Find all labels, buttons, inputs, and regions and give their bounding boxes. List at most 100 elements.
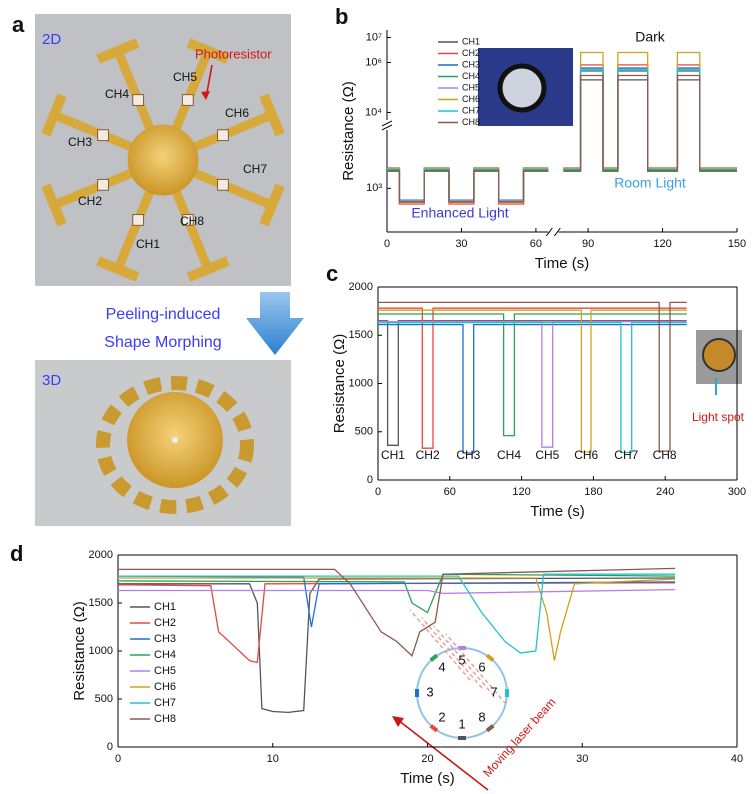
series-label: CH8 xyxy=(653,448,677,462)
x-tick-label: 0 xyxy=(115,753,121,765)
legend-label: CH2 xyxy=(154,617,176,629)
photoresistor xyxy=(133,215,144,226)
photoresistor xyxy=(98,130,109,141)
x-axis-label: Time (s) xyxy=(400,770,454,787)
y-tick-label: 0 xyxy=(107,741,113,753)
x-tick-label: 150 xyxy=(728,238,746,250)
x-tick-label: 60 xyxy=(444,486,456,498)
y-tick-label: 500 xyxy=(95,693,113,705)
ring-label: 8 xyxy=(478,709,485,724)
annotation: Light spot xyxy=(692,410,745,424)
x-tick-label: 10 xyxy=(267,753,279,765)
series-label: CH6 xyxy=(574,448,598,462)
channel-label: CH6 xyxy=(225,106,249,120)
series-line xyxy=(378,321,687,446)
tag-3d: 3D xyxy=(42,372,61,389)
series-line xyxy=(378,323,687,453)
x-tick-label: 40 xyxy=(731,753,743,765)
legend-label: CH3 xyxy=(462,59,480,69)
series-line xyxy=(378,325,687,453)
legend-label: CH8 xyxy=(154,713,176,725)
series-label: CH3 xyxy=(456,448,480,462)
inset-device xyxy=(703,339,735,371)
y-tick-label: 1000 xyxy=(349,377,373,389)
photoresistor xyxy=(218,179,229,190)
x-tick-label: 60 xyxy=(530,238,542,250)
channel-label: CH3 xyxy=(68,135,92,149)
series-label: CH7 xyxy=(614,448,638,462)
series-line xyxy=(118,574,675,612)
hub xyxy=(128,125,199,196)
legend-label: CH7 xyxy=(462,105,480,115)
ring-sensor xyxy=(458,736,466,740)
x-tick-label: 120 xyxy=(653,238,671,250)
pin xyxy=(172,437,178,443)
series-label: CH2 xyxy=(416,448,440,462)
legend-label: CH6 xyxy=(154,681,176,693)
ring-label: 6 xyxy=(478,659,485,674)
channel-label: CH5 xyxy=(173,70,197,84)
annotation: Moving laser beam xyxy=(480,695,558,780)
x-tick-label: 240 xyxy=(656,486,674,498)
ring-label: 1 xyxy=(458,716,465,731)
y-tick-label: 10⁶ xyxy=(365,56,382,68)
y-tick-label: 10⁷ xyxy=(366,31,382,43)
panel-label: c xyxy=(326,261,338,286)
x-tick-label: 30 xyxy=(455,238,467,250)
x-tick-label: 180 xyxy=(584,486,602,498)
x-tick-label: 0 xyxy=(375,486,381,498)
channel-label: CH8 xyxy=(180,214,204,228)
y-axis-label: Resistance (Ω) xyxy=(340,81,357,181)
annotation: Dark xyxy=(635,29,666,45)
legend-label: CH4 xyxy=(154,649,176,661)
morph-text: Shape Morphing xyxy=(104,334,221,351)
beam-trace xyxy=(422,618,482,688)
ring-label: 4 xyxy=(438,659,445,674)
legend-label: CH5 xyxy=(154,665,176,677)
ring-label: 7 xyxy=(490,684,497,699)
x-tick-label: 0 xyxy=(384,238,390,250)
panel-label: a xyxy=(12,12,25,37)
x-tick-label: 300 xyxy=(728,486,746,498)
y-tick-label: 1000 xyxy=(89,645,113,657)
series-label: CH5 xyxy=(535,448,559,462)
y-tick-label: 2000 xyxy=(89,549,113,561)
series-line xyxy=(378,310,687,452)
ring-label: 2 xyxy=(438,709,445,724)
x-axis-label: Time (s) xyxy=(530,503,584,520)
x-tick-label: 30 xyxy=(576,753,588,765)
tag-2d: 2D xyxy=(42,31,61,48)
panel-label: b xyxy=(335,4,348,29)
y-tick-label: 1500 xyxy=(89,597,113,609)
legend-label: CH1 xyxy=(462,36,480,46)
legend-label: CH7 xyxy=(154,697,176,709)
x-tick-label: 120 xyxy=(512,486,530,498)
inset-device xyxy=(500,66,544,110)
y-tick-label: 2000 xyxy=(349,281,373,293)
legend-label: CH4 xyxy=(462,71,480,81)
morph-arrow xyxy=(246,292,304,355)
series-line xyxy=(118,583,675,663)
ring-label: 3 xyxy=(426,684,433,699)
photoresistor xyxy=(98,179,109,190)
channel-label: CH2 xyxy=(78,194,102,208)
series-label: CH4 xyxy=(497,448,521,462)
series-line xyxy=(378,314,687,436)
ring-label: 5 xyxy=(458,652,465,667)
channel-label: CH4 xyxy=(105,87,129,101)
figure: a 2D Photoresistor Peeling-induced Shape… xyxy=(0,0,753,794)
legend-label: CH3 xyxy=(154,633,176,645)
legend-label: CH1 xyxy=(154,601,176,613)
photoresistor xyxy=(218,130,229,141)
laser-arrow-head xyxy=(392,716,404,727)
y-axis-label: Resistance (Ω) xyxy=(331,334,348,434)
panel-label: d xyxy=(10,541,23,566)
morph-text: Peeling-induced xyxy=(106,306,221,323)
legend-label: CH6 xyxy=(462,94,480,104)
x-tick-label: 90 xyxy=(582,238,594,250)
photoresistor xyxy=(133,95,144,106)
legend-label: CH8 xyxy=(462,117,480,127)
x-tick-label: 20 xyxy=(421,753,433,765)
series-line xyxy=(118,578,675,712)
y-tick-label: 1500 xyxy=(349,329,373,341)
